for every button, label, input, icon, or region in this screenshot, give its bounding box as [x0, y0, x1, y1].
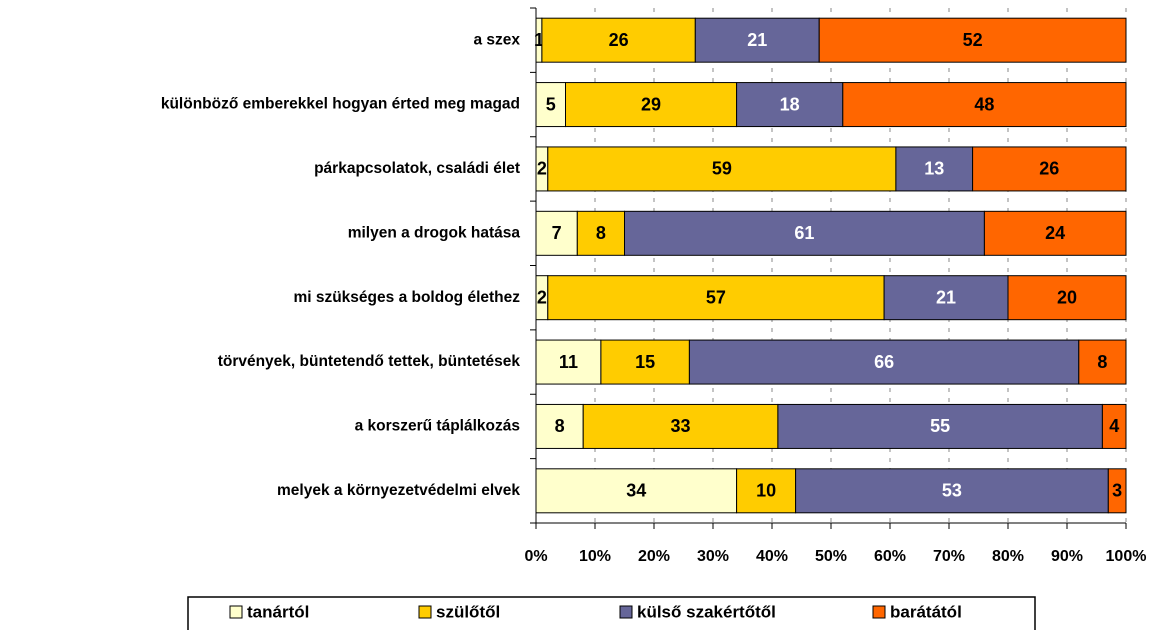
bar-segment — [535, 210, 578, 256]
data-label: 20 — [1057, 287, 1077, 307]
bar-segment — [547, 146, 897, 192]
data-label: 26 — [1039, 159, 1059, 179]
legend-swatch — [872, 605, 886, 619]
legend-swatch — [229, 605, 243, 619]
data-label: 29 — [641, 94, 661, 114]
data-label: 13 — [924, 159, 944, 179]
data-label: 48 — [974, 94, 994, 114]
bar-segment — [972, 146, 1127, 192]
bar-segment — [688, 339, 1080, 385]
legend-box — [187, 596, 1036, 635]
data-label: 4 — [1109, 416, 1119, 436]
data-label: 18 — [780, 94, 800, 114]
data-label: 11 — [559, 352, 578, 372]
data-label: 3 — [1112, 481, 1122, 501]
bar-segment — [842, 82, 1127, 128]
data-label: 2 — [537, 159, 547, 179]
bar-segment — [818, 17, 1127, 63]
bar-segment — [1101, 403, 1127, 449]
category-label: párkapcsolatok, családi élet — [314, 160, 520, 177]
data-label: 24 — [1045, 223, 1065, 243]
bar-segment — [795, 468, 1109, 514]
data-label: 52 — [963, 30, 983, 50]
data-label: 8 — [1097, 352, 1107, 372]
legend-label: barátától — [890, 602, 962, 621]
bar-segment — [694, 17, 820, 63]
bar-segment — [541, 17, 696, 63]
bar-segment — [535, 82, 566, 128]
data-label: 1 — [534, 30, 544, 50]
bar-segment — [736, 468, 797, 514]
data-label: 2 — [537, 287, 547, 307]
category-label: különböző emberekkel hogyan érted meg ma… — [161, 96, 520, 113]
data-label: 66 — [874, 352, 894, 372]
data-label: 34 — [626, 481, 646, 501]
bar-segment — [576, 210, 625, 256]
bar-segment — [547, 275, 885, 321]
bar-segment — [736, 82, 844, 128]
data-label: 7 — [552, 223, 562, 243]
legend-swatch — [418, 605, 432, 619]
legend-label: tanártól — [247, 602, 309, 621]
data-label: 61 — [794, 223, 814, 243]
data-label: 5 — [546, 94, 556, 114]
data-label: 26 — [609, 30, 629, 50]
category-label: melyek a környezetvédelmi elvek — [277, 482, 520, 499]
x-tick-label: 20% — [638, 548, 670, 565]
bar-segment — [1078, 339, 1127, 385]
category-label: a korszerű táplálkozás — [355, 418, 520, 435]
bar-segment — [883, 275, 1009, 321]
x-tick-label: 10% — [579, 548, 611, 565]
data-label: 53 — [942, 481, 962, 501]
category-label: mi szükséges a boldog élethez — [293, 289, 520, 306]
bar-segment — [600, 339, 690, 385]
data-label: 55 — [930, 416, 950, 436]
bar-segment — [1007, 275, 1127, 321]
legend-label: szülőtől — [436, 602, 500, 621]
category-label: törvények, büntetendő tettek, büntetések — [218, 353, 521, 370]
bar-segment — [565, 82, 738, 128]
legend-swatch — [619, 605, 633, 619]
data-label: 10 — [756, 481, 776, 501]
data-label: 59 — [712, 159, 732, 179]
x-tick-label: 0% — [524, 548, 547, 565]
bar-segment — [1107, 468, 1127, 514]
x-tick-label: 70% — [933, 548, 965, 565]
x-tick-label: 60% — [874, 548, 906, 565]
data-label: 21 — [936, 287, 956, 307]
data-label: 21 — [747, 30, 767, 50]
x-tick-label: 100% — [1106, 548, 1147, 565]
x-tick-label: 30% — [697, 548, 729, 565]
x-tick-label: 80% — [992, 548, 1024, 565]
legend-label: külső szakértőtől — [637, 602, 776, 621]
data-label: 57 — [706, 287, 726, 307]
x-tick-label: 50% — [815, 548, 847, 565]
bar-segment — [983, 210, 1127, 256]
category-label: a szex — [473, 31, 520, 48]
data-label: 8 — [596, 223, 606, 243]
data-label: 33 — [671, 416, 691, 436]
x-tick-label: 90% — [1051, 548, 1083, 565]
category-label: milyen a drogok hatása — [348, 224, 521, 241]
data-label: 15 — [635, 352, 655, 372]
bar-segment — [582, 403, 779, 449]
bar-segment — [895, 146, 974, 192]
x-tick-label: 40% — [756, 548, 788, 565]
data-label: 8 — [555, 416, 565, 436]
